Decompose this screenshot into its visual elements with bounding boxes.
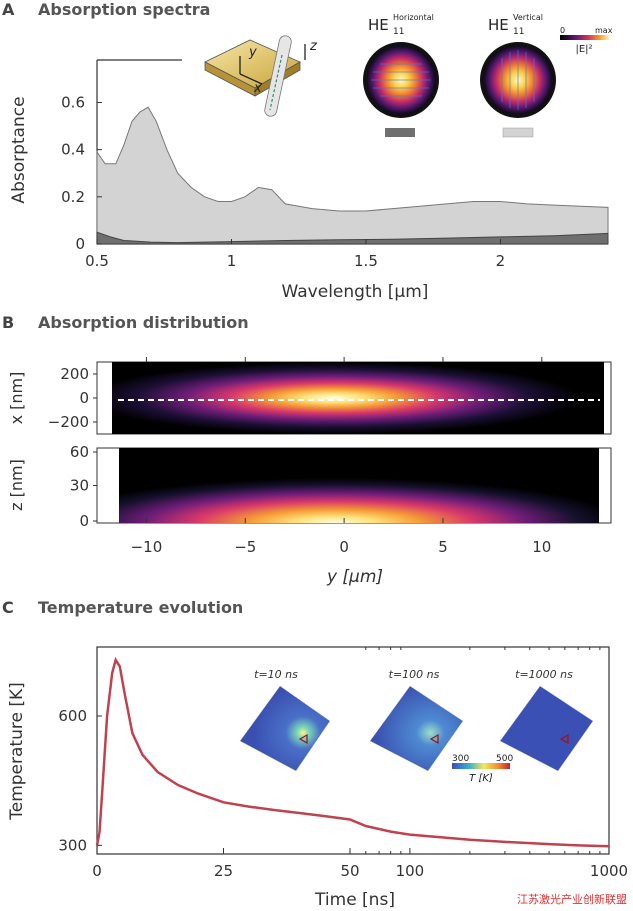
plot-a-areas bbox=[96, 106, 609, 245]
plot-b-yticks: 200 0 −200 60 30 0 bbox=[48, 365, 97, 530]
panel-a-title: Absorption spectra bbox=[38, 0, 211, 19]
inset-t1000: t=1000 ns bbox=[499, 668, 594, 772]
heatmap-x-plane bbox=[96, 361, 612, 435]
axis-y-label: y bbox=[248, 45, 257, 60]
plot-c-yticks: 300 600 bbox=[58, 707, 102, 854]
plot-a-ylabel: Absorptance bbox=[9, 96, 29, 203]
plot-c-line bbox=[95, 656, 610, 848]
colorbar-efield-label: |E|² bbox=[575, 44, 592, 55]
mode-vertical-label: HE bbox=[488, 16, 509, 34]
inset-t100: t=100 ns bbox=[369, 668, 464, 772]
plot-a-xticks: 0.5 1 1.5 2 bbox=[85, 239, 505, 270]
axis-z-label: z bbox=[309, 39, 318, 54]
x-tick-label-3: 100 bbox=[396, 862, 425, 880]
plot-a-xlabel: Wavelength [μm] bbox=[282, 282, 429, 302]
x-tick-label-1: 1 bbox=[227, 252, 237, 270]
y-tick-label-0: 300 bbox=[58, 836, 87, 854]
x-tick-label-0: 0 bbox=[92, 862, 102, 880]
colorbar-temperature-min: 300 bbox=[452, 754, 469, 764]
panel-c-letter: C bbox=[2, 598, 14, 617]
temperature-line bbox=[95, 656, 610, 848]
y-tick-label-0: 0 bbox=[75, 235, 85, 253]
y-tick-label-3: 0.6 bbox=[61, 93, 85, 111]
colorbar-efield-max: max bbox=[595, 26, 613, 35]
mode-horizontal-inset: HE Horizontal 11 bbox=[363, 13, 439, 137]
heatmap-z-plane bbox=[96, 447, 612, 524]
plot-b-xticks: −10 −5 0 5 10 bbox=[131, 357, 551, 556]
slab-fiber-illustration: y x z bbox=[204, 35, 318, 117]
area-series-1 bbox=[96, 106, 609, 245]
inset-t1000-label: t=1000 ns bbox=[515, 668, 573, 681]
x-tick-label-3: 5 bbox=[438, 538, 448, 556]
mode-horizontal-sub: 11 bbox=[393, 27, 404, 37]
colorbar-temperature: 300 500 T [K] bbox=[452, 754, 513, 784]
axis-x-label: x bbox=[253, 81, 262, 96]
watermark: 江苏激光产业创新联盟 bbox=[517, 893, 627, 906]
colorbar-efield: 0 max |E|² bbox=[560, 26, 613, 55]
mode-horizontal-label: HE bbox=[368, 16, 389, 34]
y-tick-label-0-0: 200 bbox=[60, 365, 89, 383]
inset-t10: t=10 ns bbox=[239, 668, 331, 772]
y-tick-label-0-1: 0 bbox=[79, 389, 89, 407]
colorbar-temperature-label: T [K] bbox=[469, 773, 493, 784]
plot-c-ylabel: Temperature [K] bbox=[7, 682, 27, 821]
mode-vertical-swatch bbox=[502, 127, 534, 138]
mode-vertical-inset: HE Vertical 11 bbox=[480, 13, 556, 138]
plot-c-xlabel: Time [ns] bbox=[314, 890, 395, 910]
y-tick-label-2: 0.4 bbox=[61, 141, 85, 159]
x-tick-label-2: 1.5 bbox=[354, 252, 378, 270]
mode-vertical-sup: Vertical bbox=[513, 13, 543, 22]
mode-horizontal-sup: Horizontal bbox=[393, 13, 434, 22]
mode-vertical-sub: 11 bbox=[513, 27, 524, 37]
absorption-spectra-chart: 0.5 1 1.5 2 0 0.2 0.4 0.6 Wavelength [μm] Abso… bbox=[9, 13, 613, 302]
plot-c-frame bbox=[96, 646, 610, 855]
x-tick-label-2: 50 bbox=[340, 862, 359, 880]
temperature-evolution-chart: 0 25 50 100 1000 300 600 Time [ns] Temperatur… bbox=[7, 646, 628, 910]
x-tick-label-1: 25 bbox=[214, 862, 233, 880]
plot-b-ylabel-z: z [nm] bbox=[7, 459, 26, 511]
x-tick-label-3: 2 bbox=[496, 252, 506, 270]
x-tick-label-0: 0.5 bbox=[85, 252, 109, 270]
y-tick-label-1-0: 60 bbox=[70, 443, 89, 461]
colorbar-efield-min: 0 bbox=[560, 26, 565, 35]
y-tick-label-1: 600 bbox=[58, 707, 87, 725]
colorbar-temperature-max: 500 bbox=[496, 754, 513, 764]
y-tick-label-1: 0.2 bbox=[61, 188, 85, 206]
y-tick-label-0-2: −200 bbox=[48, 413, 89, 431]
panel-b-title: Absorption distribution bbox=[38, 313, 249, 332]
y-tick-label-1-2: 0 bbox=[79, 512, 89, 530]
panel-c-title: Temperature evolution bbox=[38, 598, 244, 617]
panel-b-letter: B bbox=[2, 313, 15, 332]
plot-b-ylabel-x: x [nm] bbox=[7, 372, 26, 425]
x-tick-label-1: −5 bbox=[234, 538, 256, 556]
absorption-distribution-chart: −10 −5 0 5 10 200 0 −200 60 30 0 y [μm] x [nm] z … bbox=[7, 357, 612, 587]
mode-horizontal-swatch bbox=[385, 128, 415, 137]
plot-a-yticks: 0 0.2 0.4 0.6 bbox=[61, 93, 102, 253]
x-tick-label-4: 10 bbox=[532, 538, 551, 556]
inset-t100-label: t=100 ns bbox=[389, 668, 440, 681]
plot-b-xlabel: y [μm] bbox=[326, 567, 383, 587]
x-tick-label-2: 0 bbox=[339, 538, 349, 556]
plot-c-xticks: 0 25 50 100 1000 bbox=[92, 647, 628, 880]
panel-a-letter: A bbox=[2, 0, 15, 19]
y-tick-label-1-1: 30 bbox=[70, 477, 89, 495]
area-series-2 bbox=[96, 231, 609, 245]
x-tick-label-4: 1000 bbox=[590, 862, 628, 880]
inset-t10-label: t=10 ns bbox=[254, 668, 298, 681]
x-tick-label-0: −10 bbox=[131, 538, 163, 556]
